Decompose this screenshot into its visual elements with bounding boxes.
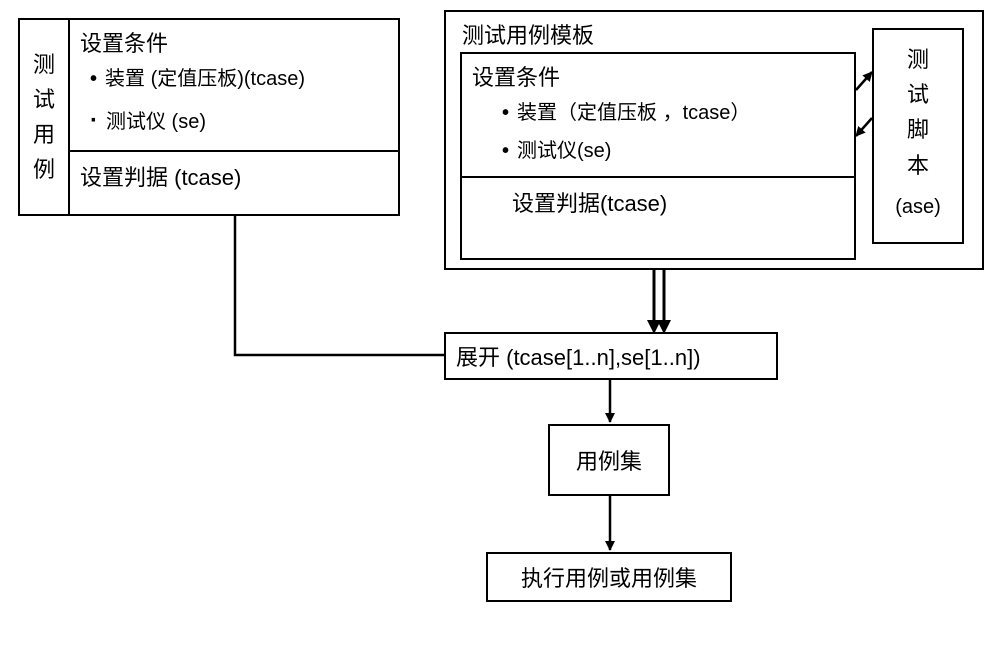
left-bullet-1: 装置 (定值压板)(tcase) [90,60,388,98]
script-paren: (ase) [895,191,941,223]
char: 测 [33,47,55,82]
exec-label: 执行用例或用例集 [521,561,697,593]
char: 测 [907,42,929,77]
exec-box: 执行用例或用例集 [486,552,732,602]
char: 试 [907,77,929,112]
char: 本 [907,148,929,183]
char: 脚 [907,112,929,147]
expand-box: 展开 (tcase[1..n],se[1..n]) [444,332,778,380]
right-conditions-title: 设置条件 [462,54,854,94]
right-script-box: 测 试 脚 本 (ase) [872,28,964,244]
expand-label: 展开 (tcase[1..n],se[1..n]) [456,340,701,372]
right-bullet-1: 装置（定值压板 ，tcase） [502,94,844,132]
left-row2: 设置判据 (tcase) [70,150,398,200]
char: 例 [33,152,55,187]
right-bullet-2: 测试仪(se) [502,132,844,170]
caseset-box: 用例集 [548,424,670,496]
left-vertical-label: 测 试 用 例 [18,18,70,216]
char: 用 [33,117,55,152]
left-testcase-box: 设置条件 装置 (定值压板)(tcase) 测试仪 (se) 设置判据 (tca… [70,18,400,216]
right-conditions-box: 设置条件 装置（定值压板 ，tcase） 测试仪(se) 设置判据(tcase) [460,52,856,260]
left-conditions-title: 设置条件 [70,20,398,60]
left-bullet-2: 测试仪 (se) [90,98,388,144]
left-bullets: 装置 (定值压板)(tcase) 测试仪 (se) [70,60,398,150]
right-row2: 设置判据(tcase) [462,176,854,226]
right-bullets: 装置（定值压板 ，tcase） 测试仪(se) [462,94,854,176]
caseset-label: 用例集 [576,444,642,476]
char: 试 [33,82,55,117]
